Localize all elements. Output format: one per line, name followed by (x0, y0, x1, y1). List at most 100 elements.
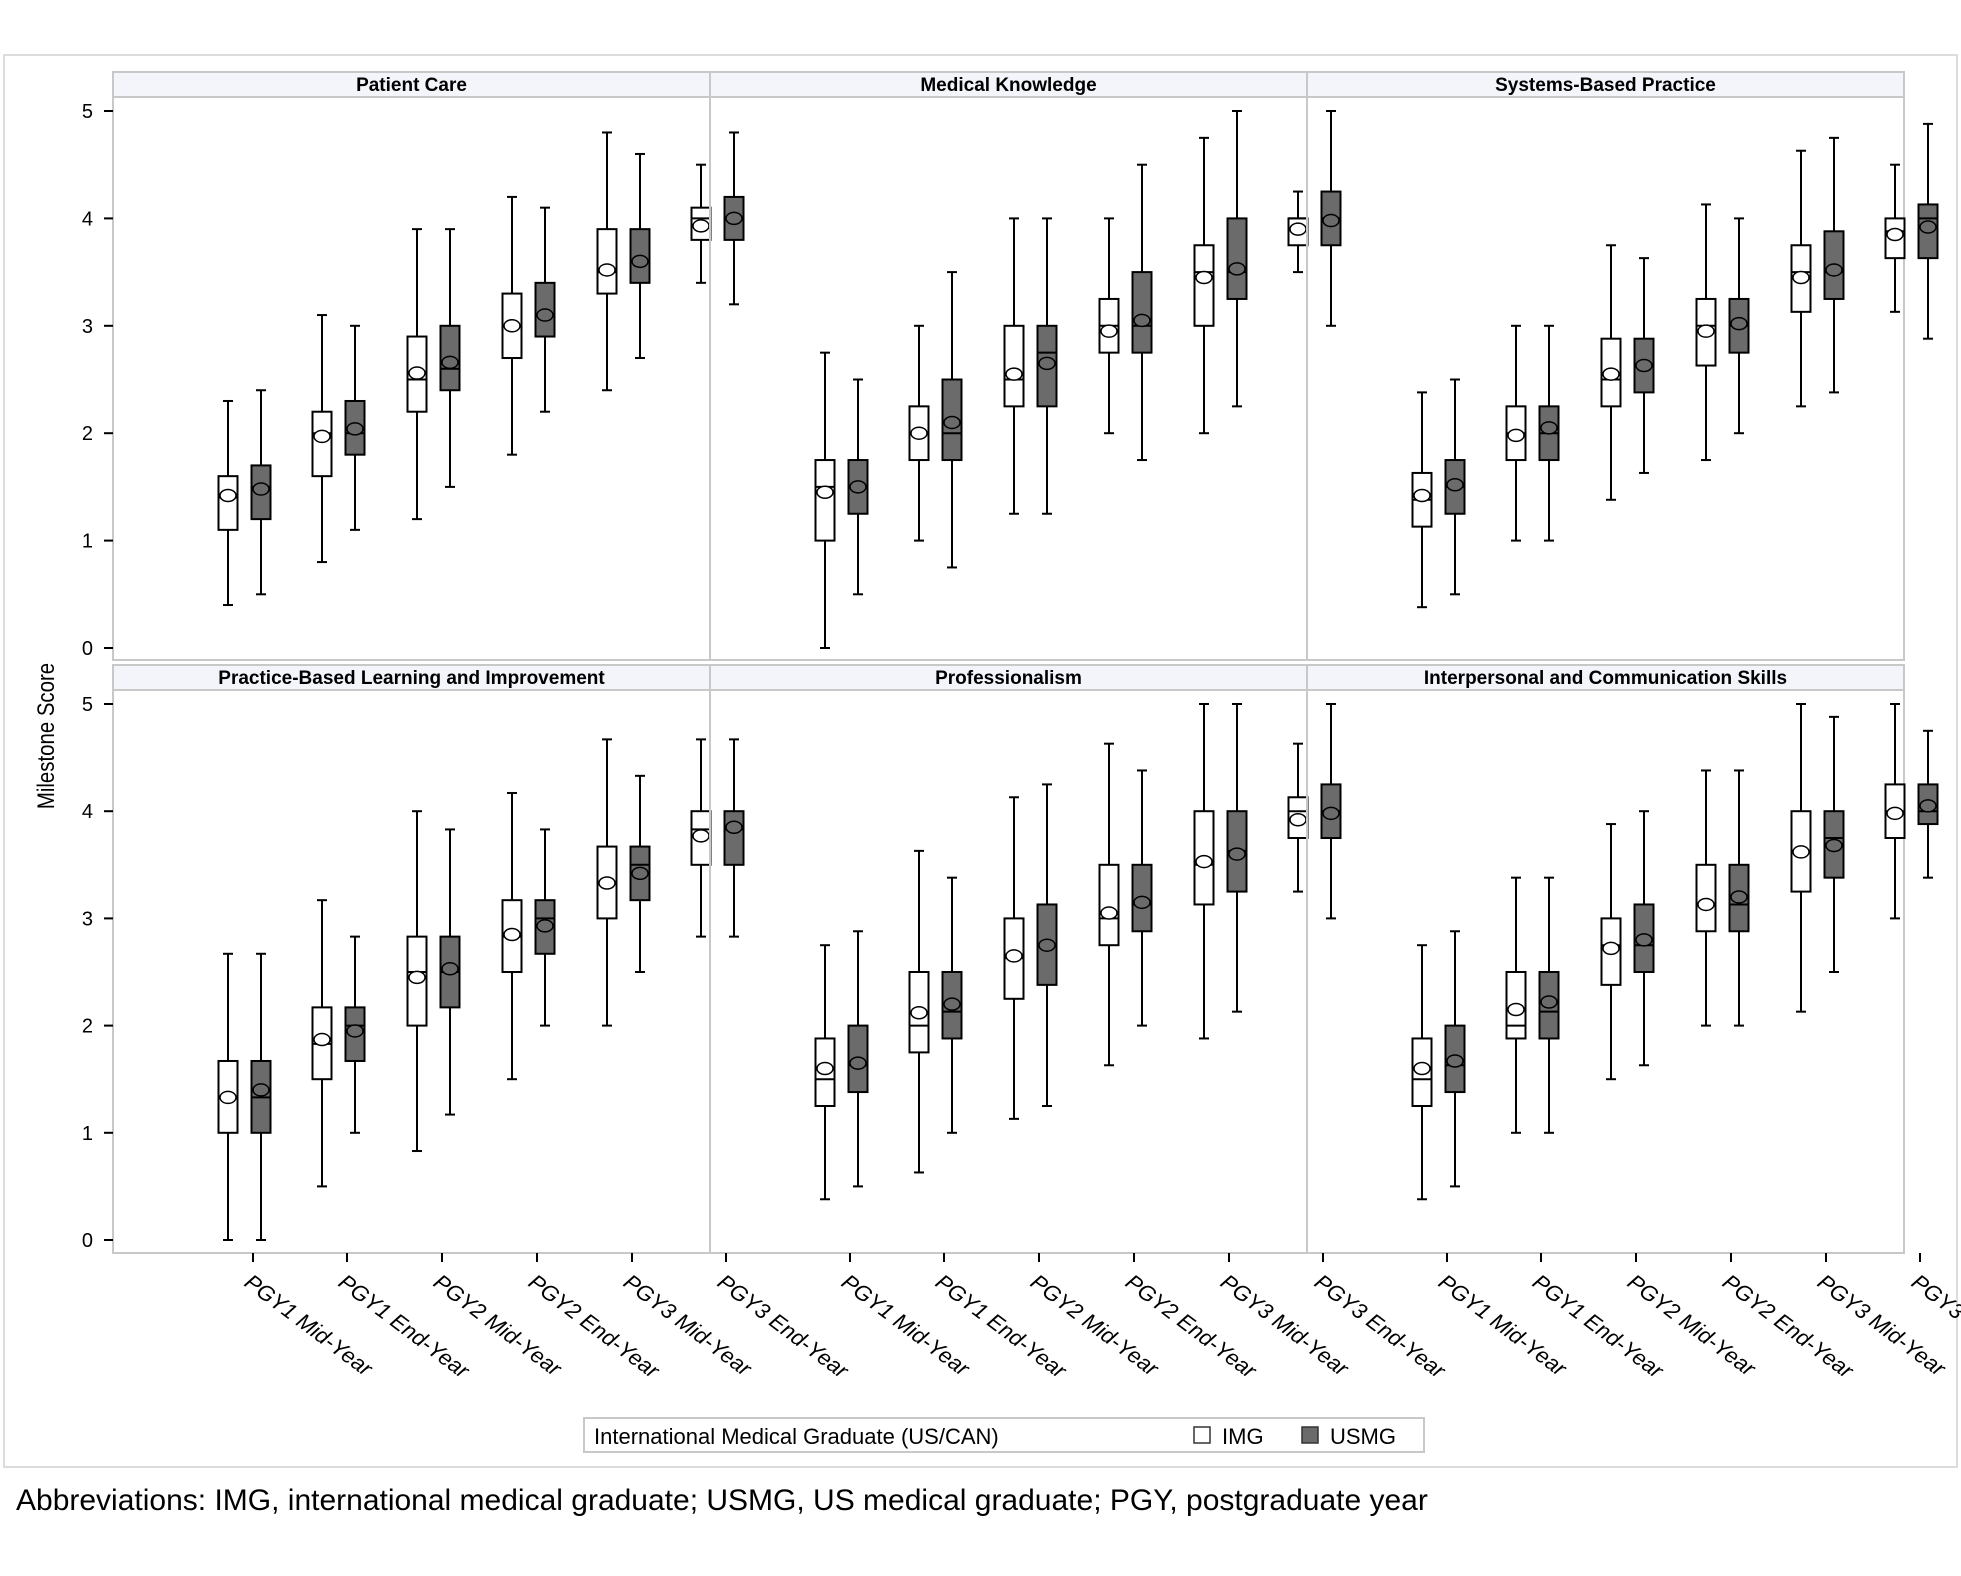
y-tick-label: 0 (82, 1230, 93, 1252)
mean-marker (1602, 941, 1620, 956)
mean-marker (849, 1056, 867, 1070)
box-img-pgy2-end-year (1098, 742, 1120, 1067)
box-img-pgy3-end-year (1287, 190, 1309, 274)
box-usmg-pgy1-mid-year (847, 930, 869, 1188)
mean-marker (313, 429, 331, 444)
panel-plot-area (1306, 689, 1905, 1254)
mean-marker (1289, 813, 1307, 827)
iqr-box (1226, 217, 1248, 300)
y-axis-row-2: 0 1 2 3 4 5 (82, 694, 113, 1252)
box-usmg-pgy1-end-year (1538, 876, 1560, 1134)
box-usmg-pgy2-mid-year (439, 828, 461, 1116)
panel-practice-based-learning-and-improvement: Practice-Based Learning and Improvement (112, 664, 745, 1254)
box-img-pgy2-mid-year (1003, 796, 1025, 1120)
box-img-pgy1-mid-year (217, 952, 239, 1241)
mean-marker (408, 366, 426, 380)
legend-label-usmg: USMG (1330, 1424, 1396, 1449)
mean-marker (1697, 324, 1715, 338)
mean-marker (631, 866, 649, 881)
box-usmg-pgy1-mid-year (847, 378, 869, 596)
mean-marker (598, 876, 616, 890)
box-usmg-pgy3-end-year (1917, 729, 1939, 879)
box-usmg-pgy3-mid-year (1823, 715, 1845, 973)
box-usmg-pgy2-mid-year (1633, 257, 1655, 474)
mean-marker (252, 1083, 270, 1097)
box-usmg-pgy3-end-year (1320, 703, 1342, 920)
mean-marker (725, 820, 743, 835)
box-img-pgy1-end-year (311, 314, 333, 564)
legend-swatch-usmg (1301, 1426, 1319, 1444)
mean-marker (536, 919, 554, 933)
mean-marker (725, 211, 743, 226)
mean-marker (1507, 428, 1525, 443)
mean-marker (1228, 262, 1246, 276)
panel-professionalism: Professionalism (709, 664, 1342, 1254)
y-tick-label: 5 (82, 694, 93, 716)
box-usmg-pgy2-end-year (534, 828, 556, 1027)
mean-marker (441, 355, 459, 370)
panel-title: Practice-Based Learning and Improvement (218, 668, 605, 689)
mean-marker (1730, 316, 1748, 331)
mean-marker (910, 1005, 928, 1020)
box-img-pgy2-mid-year (1003, 217, 1025, 515)
box-usmg-pgy2-end-year (1131, 769, 1153, 1027)
box-img-pgy2-mid-year (406, 228, 428, 521)
box-img-pgy3-mid-year (596, 131, 618, 392)
box-img-pgy1-end-year (908, 849, 930, 1174)
y-tick-label: 0 (82, 638, 93, 660)
box-usmg-pgy1-end-year (941, 271, 963, 569)
mean-marker (1886, 227, 1904, 242)
box-img-pgy1-mid-year (1411, 391, 1433, 609)
panel-title: Interpersonal and Communication Skills (1424, 668, 1787, 689)
box-img-pgy1-mid-year (1411, 944, 1433, 1201)
box-usmg-pgy3-mid-year (629, 152, 651, 360)
box-img-pgy1-end-year (311, 899, 333, 1188)
mean-marker (849, 480, 867, 494)
box-usmg-pgy3-mid-year (1823, 136, 1845, 394)
box-usmg-pgy1-mid-year (1444, 930, 1466, 1188)
mean-marker (1792, 845, 1810, 859)
box-usmg-pgy1-end-year (344, 935, 366, 1134)
box-img-pgy2-end-year (501, 195, 523, 456)
iqr-box (1131, 271, 1153, 354)
box-usmg-pgy2-end-year (1728, 769, 1750, 1027)
box-usmg-pgy1-end-year (941, 876, 963, 1134)
mean-marker (1919, 799, 1937, 813)
mean-marker (910, 426, 928, 440)
iqr-box (723, 810, 745, 866)
mean-marker (219, 488, 237, 503)
y-tick-label: 3 (82, 908, 93, 930)
mean-marker (346, 1024, 364, 1038)
panel-strip (1306, 664, 1905, 691)
mean-marker (943, 997, 961, 1011)
panel-medical-knowledge: Medical Knowledge (709, 71, 1342, 661)
box-img-pgy2-end-year (1695, 203, 1717, 462)
box-usmg-pgy1-end-year (1538, 324, 1560, 542)
mean-marker (1100, 324, 1118, 338)
mean-marker (1413, 1061, 1431, 1076)
mean-marker (1322, 806, 1340, 821)
panel-strip (709, 664, 1308, 691)
mean-marker (441, 962, 459, 976)
legend-swatch-img (1193, 1426, 1211, 1444)
box-usmg-pgy2-mid-year (1036, 783, 1058, 1107)
panel-title: Professionalism (935, 668, 1082, 689)
box-img-pgy2-mid-year (406, 810, 428, 1153)
iqr-box (311, 410, 333, 478)
box-usmg-pgy1-mid-year (1444, 378, 1466, 596)
y-tick-label: 4 (82, 208, 93, 230)
box-usmg-pgy2-mid-year (1633, 810, 1655, 1067)
box-img-pgy2-mid-year (1600, 823, 1622, 1081)
legend-label-img: IMG (1222, 1424, 1264, 1449)
mean-marker (943, 415, 961, 430)
footnote: Abbreviations: IMG, international medica… (16, 1484, 1428, 1517)
mean-marker (1228, 847, 1246, 861)
box-usmg-pgy3-mid-year (629, 774, 651, 973)
mean-marker (408, 970, 426, 985)
box-img-pgy3-end-year (1884, 163, 1906, 313)
iqr-box (814, 459, 836, 542)
mean-marker (1602, 367, 1620, 381)
mean-marker (1038, 938, 1056, 952)
mean-marker (1005, 949, 1023, 963)
